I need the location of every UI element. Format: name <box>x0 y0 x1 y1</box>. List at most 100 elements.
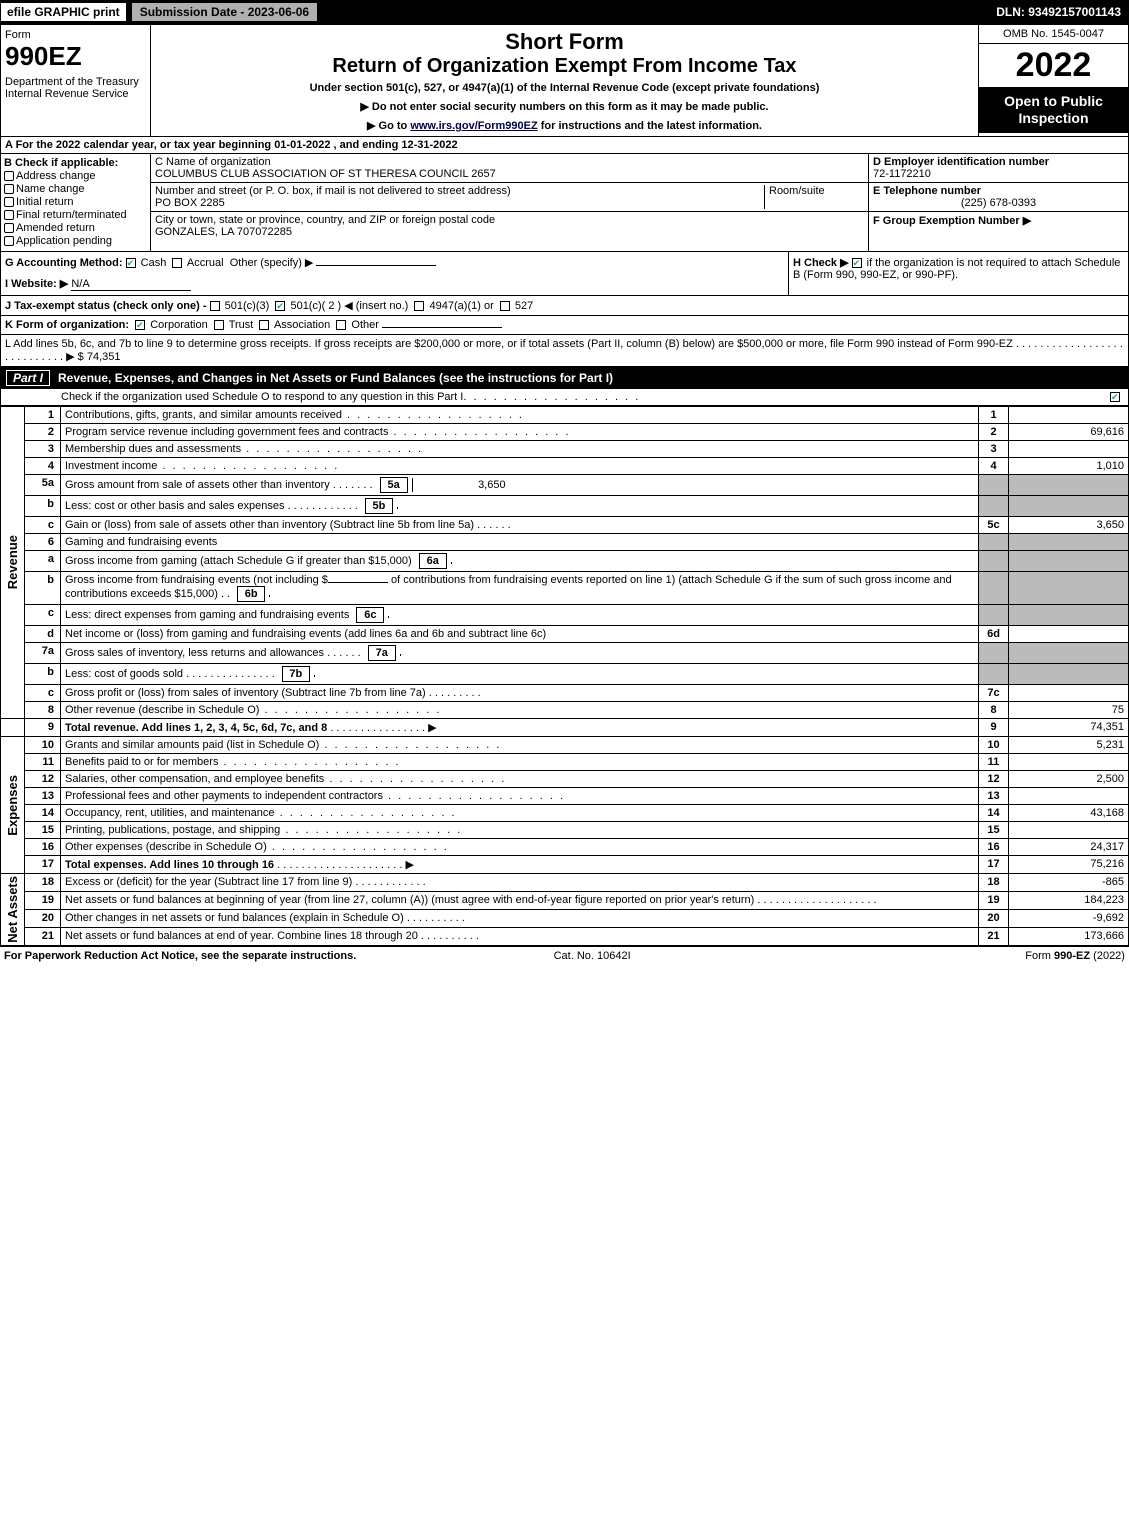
row-17: 17 Total expenses. Add lines 10 through … <box>1 856 1129 874</box>
chk-527[interactable] <box>500 301 510 311</box>
chk-cash[interactable] <box>126 258 136 268</box>
chk-501c3[interactable] <box>210 301 220 311</box>
amt-7c <box>1009 685 1129 702</box>
page-footer: For Paperwork Reduction Act Notice, see … <box>0 946 1129 965</box>
row-7c: c Gross profit or (loss) from sales of i… <box>1 685 1129 702</box>
amt-3 <box>1009 441 1129 458</box>
form-header: Form 990EZ Department of the Treasury In… <box>0 24 1129 137</box>
amt-20: -9,692 <box>1009 909 1129 927</box>
row-7b: b Less: cost of goods sold . . . . . . .… <box>1 664 1129 685</box>
telephone: (225) 678-0393 <box>873 197 1124 209</box>
row-l: L Add lines 5b, 6c, and 7b to line 9 to … <box>0 335 1129 367</box>
block-def: D Employer identification number 72-1172… <box>868 154 1128 251</box>
chk-amended-return[interactable]: Amended return <box>4 222 147 234</box>
row-15: 15 Printing, publications, postage, and … <box>1 822 1129 839</box>
block-bcdef: B Check if applicable: Address change Na… <box>0 154 1129 252</box>
amt-7b <box>314 675 414 677</box>
row-4: 4 Investment income 4 1,010 <box>1 458 1129 475</box>
chk-accrual[interactable] <box>172 258 182 268</box>
org-address: PO BOX 2285 <box>155 197 764 209</box>
amt-2: 69,616 <box>1009 424 1129 441</box>
row-18: Net Assets 18 Excess or (deficit) for th… <box>1 874 1129 892</box>
block-g: G Accounting Method: Cash Accrual Other … <box>1 252 788 295</box>
short-form-title: Short Form <box>155 29 974 55</box>
amt-18: -865 <box>1009 874 1129 892</box>
row-9: 9 Total revenue. Add lines 1, 2, 3, 4, 5… <box>1 719 1129 737</box>
b-label: B Check if applicable: <box>4 157 147 169</box>
website: N/A <box>71 278 191 291</box>
chk-schedule-o[interactable] <box>1110 392 1120 402</box>
amt-14: 43,168 <box>1009 805 1129 822</box>
dept-label: Department of the Treasury Internal Reve… <box>5 76 146 100</box>
row-2: 2 Program service revenue including gove… <box>1 424 1129 441</box>
amt-16: 24,317 <box>1009 839 1129 856</box>
row-20: 20 Other changes in net assets or fund b… <box>1 909 1129 927</box>
amt-12: 2,500 <box>1009 771 1129 788</box>
part-i-sub-text: Check if the organization used Schedule … <box>61 391 463 403</box>
footer-right: Form 990-EZ (2022) <box>1025 950 1125 962</box>
j-label: J Tax-exempt status (check only one) - <box>5 300 210 312</box>
chk-corporation[interactable] <box>135 320 145 330</box>
other-specify-input[interactable] <box>316 265 436 266</box>
chk-4947[interactable] <box>414 301 424 311</box>
d-label: D Employer identification number <box>873 156 1124 168</box>
subtitle-2b: ▶ Go to www.irs.gov/Form990EZ for instru… <box>155 119 974 132</box>
chk-association[interactable] <box>259 320 269 330</box>
part-i-title: Revenue, Expenses, and Changes in Net As… <box>58 371 613 385</box>
chk-address-change[interactable]: Address change <box>4 170 147 182</box>
block-h: H Check ▶ if the organization is not req… <box>788 252 1128 295</box>
row-gh: G Accounting Method: Cash Accrual Other … <box>0 252 1129 296</box>
row-k: K Form of organization: Corporation Trus… <box>0 316 1129 335</box>
chk-other-org[interactable] <box>336 320 346 330</box>
block-b: B Check if applicable: Address change Na… <box>1 154 151 251</box>
chk-initial-return[interactable]: Initial return <box>4 196 147 208</box>
row-1: Revenue 1 Contributions, gifts, grants, … <box>1 407 1129 424</box>
row-7a: 7a Gross sales of inventory, less return… <box>1 643 1129 664</box>
h-pre: H Check ▶ <box>793 257 852 269</box>
chk-application-pending[interactable]: Application pending <box>4 235 147 247</box>
ein: 72-1172210 <box>873 168 1124 180</box>
row-6a: a Gross income from gaming (attach Sched… <box>1 551 1129 572</box>
c-addr-label: Number and street (or P. O. box, if mail… <box>155 185 764 197</box>
chk-final-return[interactable]: Final return/terminated <box>4 209 147 221</box>
row-6d: d Net income or (loss) from gaming and f… <box>1 626 1129 643</box>
fundraising-amount-input[interactable] <box>328 582 388 583</box>
top-bar: efile GRAPHIC print Submission Date - 20… <box>0 0 1129 24</box>
amt-1 <box>1009 407 1129 424</box>
subtitle-2a: ▶ Do not enter social security numbers o… <box>155 100 974 113</box>
other-org-input[interactable] <box>382 327 502 328</box>
g-label: G Accounting Method: <box>5 257 123 269</box>
row-5c: c Gain or (loss) from sale of assets oth… <box>1 517 1129 534</box>
row-8: 8 Other revenue (describe in Schedule O)… <box>1 702 1129 719</box>
lines-table: Revenue 1 Contributions, gifts, grants, … <box>0 406 1129 946</box>
amt-10: 5,231 <box>1009 737 1129 754</box>
open-inspection: Open to Public Inspection <box>979 87 1128 133</box>
i-label: I Website: ▶ <box>5 278 68 290</box>
tax-year: 2022 <box>979 44 1128 87</box>
l-text: L Add lines 5b, 6c, and 7b to line 9 to … <box>5 338 1123 363</box>
row-3: 3 Membership dues and assessments 3 <box>1 441 1129 458</box>
amt-6d <box>1009 626 1129 643</box>
row-6: 6 Gaming and fundraising events <box>1 534 1129 551</box>
chk-trust[interactable] <box>214 320 224 330</box>
block-c: C Name of organization COLUMBUS CLUB ASS… <box>151 154 868 251</box>
irs-link[interactable]: www.irs.gov/Form990EZ <box>410 120 537 132</box>
row-13: 13 Professional fees and other payments … <box>1 788 1129 805</box>
amt-5c: 3,650 <box>1009 517 1129 534</box>
chk-h[interactable] <box>852 258 862 268</box>
side-expenses: Expenses <box>5 775 20 836</box>
omb-number: OMB No. 1545-0047 <box>979 25 1128 44</box>
chk-501c[interactable] <box>275 301 285 311</box>
k-label: K Form of organization: <box>5 319 129 331</box>
f-label: F Group Exemption Number ▶ <box>873 215 1031 227</box>
amt-5b <box>397 507 497 509</box>
part-i-sub: Check if the organization used Schedule … <box>0 389 1129 406</box>
sub2b-post: for instructions and the latest informat… <box>538 120 762 132</box>
e-label: E Telephone number <box>873 185 1124 197</box>
row-14: 14 Occupancy, rent, utilities, and maint… <box>1 805 1129 822</box>
row-5a: 5a Gross amount from sale of assets othe… <box>1 475 1129 496</box>
chk-name-change[interactable]: Name change <box>4 183 147 195</box>
org-city: GONZALES, LA 707072285 <box>155 226 864 238</box>
header-left: Form 990EZ Department of the Treasury In… <box>1 25 151 136</box>
row-6b: b Gross income from fundraising events (… <box>1 572 1129 605</box>
